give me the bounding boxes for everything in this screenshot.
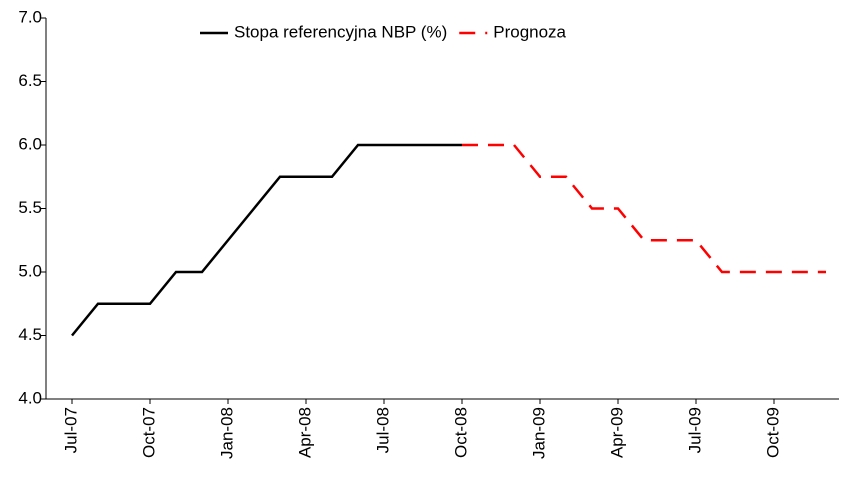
y-tick-label: 6.5	[18, 71, 42, 90]
x-tick-label: Oct-09	[763, 407, 782, 458]
x-tick-label: Apr-09	[607, 407, 626, 458]
x-tick-label: Apr-08	[295, 407, 314, 458]
y-tick-label: 4.5	[18, 325, 42, 344]
x-tick-label: Jul-08	[373, 407, 392, 453]
x-tick-label: Oct-08	[451, 407, 470, 458]
y-tick-label: 5.5	[18, 198, 42, 217]
legend-label: Stopa referencyjna NBP (%)	[234, 22, 447, 41]
x-tick-label: Jul-07	[61, 407, 80, 453]
legend-label: Prognoza	[493, 22, 566, 41]
series-line	[71, 143, 462, 337]
x-tick-label: Oct-07	[139, 407, 158, 458]
y-tick-label: 6.0	[18, 134, 42, 153]
x-tick-label: Jan-08	[217, 407, 236, 459]
y-tick-label: 7.0	[18, 7, 42, 26]
y-tick-label: 5.0	[18, 261, 42, 280]
series-line	[462, 143, 826, 274]
y-tick-label: 4.0	[18, 388, 42, 407]
x-tick-label: Jan-09	[529, 407, 548, 459]
x-tick-label: Jul-09	[685, 407, 704, 453]
